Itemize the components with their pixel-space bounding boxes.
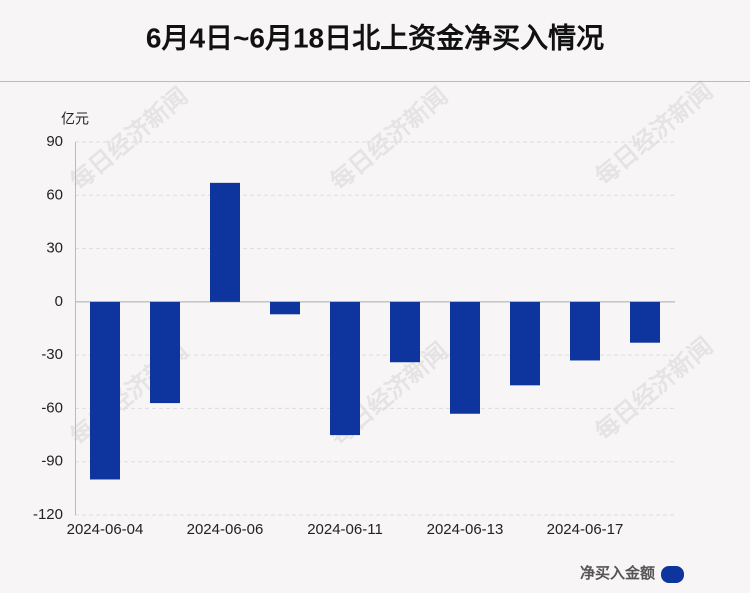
y-tick-label: -120: [33, 506, 63, 523]
y-tick-label: -60: [41, 399, 63, 416]
x-tick-label: 2024-06-13: [427, 521, 504, 538]
x-tick-label: 2024-06-06: [187, 521, 264, 538]
bar: [210, 182, 240, 302]
y-tick-label: -30: [41, 346, 63, 363]
legend-label: 净买入金额: [580, 564, 655, 582]
legend-swatch: [661, 566, 684, 583]
x-tick-label: 2024-06-17: [547, 521, 624, 538]
y-tick-label: 30: [46, 240, 63, 257]
bar: [510, 301, 540, 386]
chart-title: 6月4日~6月18日北上资金净买入情况: [146, 21, 604, 53]
y-tick-label: -90: [41, 453, 63, 470]
bar: [570, 301, 600, 361]
y-unit: 亿元: [61, 111, 89, 127]
bar: [270, 301, 300, 315]
bar: [90, 301, 120, 480]
y-tick-label: 60: [46, 186, 63, 203]
bar: [150, 301, 180, 404]
y-tick-label: 90: [46, 133, 63, 150]
x-tick-label: 2024-06-04: [67, 521, 144, 538]
bar: [390, 301, 420, 363]
x-tick-label: 2024-06-11: [307, 521, 383, 538]
bar: [330, 301, 360, 436]
y-tick-label: 0: [55, 293, 63, 310]
bar: [630, 301, 660, 343]
bar: [450, 301, 480, 414]
